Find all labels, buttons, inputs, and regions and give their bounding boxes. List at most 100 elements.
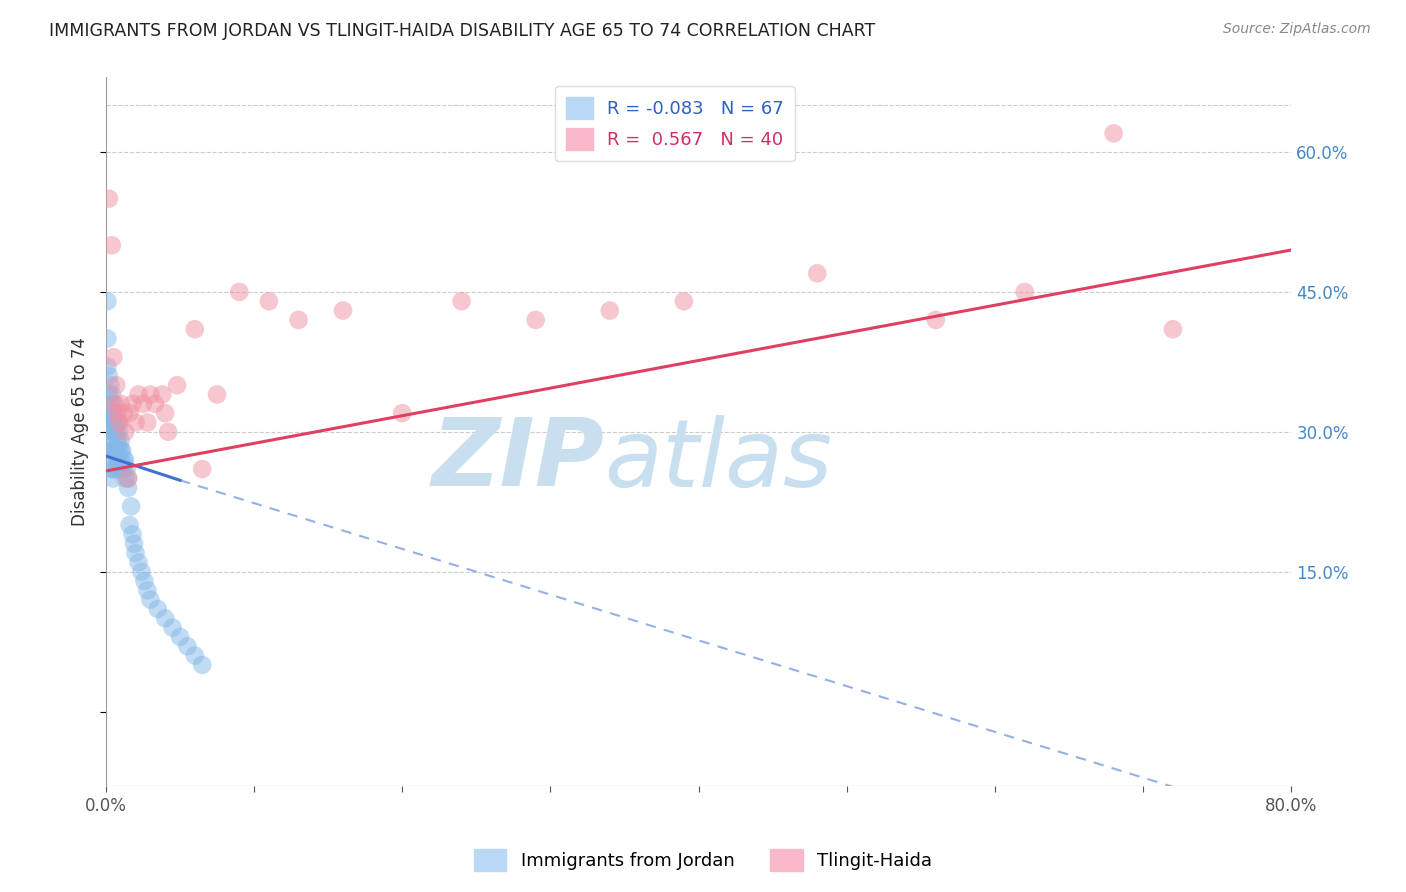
Point bbox=[98, 397, 121, 411]
Point bbox=[128, 387, 150, 401]
Point bbox=[391, 406, 413, 420]
Point bbox=[121, 397, 143, 411]
Point bbox=[105, 443, 128, 458]
Point bbox=[117, 481, 139, 495]
Point bbox=[136, 416, 159, 430]
Point bbox=[1014, 285, 1036, 299]
Point bbox=[101, 387, 124, 401]
Point bbox=[111, 462, 134, 476]
Point bbox=[257, 294, 280, 309]
Point bbox=[124, 416, 146, 430]
Point bbox=[191, 657, 214, 672]
Point bbox=[103, 462, 125, 476]
Point bbox=[104, 425, 127, 439]
Text: atlas: atlas bbox=[603, 415, 832, 506]
Point bbox=[806, 266, 828, 280]
Point bbox=[96, 294, 118, 309]
Point bbox=[107, 434, 129, 449]
Point bbox=[97, 368, 120, 383]
Point bbox=[104, 443, 127, 458]
Point bbox=[105, 462, 128, 476]
Point bbox=[97, 406, 120, 420]
Point bbox=[105, 378, 128, 392]
Point bbox=[107, 406, 129, 420]
Point bbox=[108, 416, 131, 430]
Point bbox=[146, 602, 169, 616]
Point bbox=[110, 434, 132, 449]
Point bbox=[105, 416, 128, 430]
Point bbox=[108, 443, 131, 458]
Point bbox=[136, 583, 159, 598]
Point bbox=[599, 303, 621, 318]
Text: Source: ZipAtlas.com: Source: ZipAtlas.com bbox=[1223, 22, 1371, 37]
Point bbox=[191, 462, 214, 476]
Point bbox=[103, 471, 125, 485]
Point bbox=[184, 322, 207, 336]
Point bbox=[184, 648, 207, 663]
Legend: R = -0.083   N = 67, R =  0.567   N = 40: R = -0.083 N = 67, R = 0.567 N = 40 bbox=[555, 87, 794, 161]
Point bbox=[143, 397, 166, 411]
Point bbox=[98, 434, 121, 449]
Point bbox=[107, 416, 129, 430]
Point bbox=[101, 238, 124, 252]
Point bbox=[97, 192, 120, 206]
Point bbox=[112, 462, 135, 476]
Point bbox=[332, 303, 354, 318]
Point bbox=[96, 359, 118, 374]
Point bbox=[112, 452, 135, 467]
Point bbox=[925, 313, 948, 327]
Point bbox=[176, 640, 198, 654]
Text: ZIP: ZIP bbox=[432, 414, 603, 506]
Point bbox=[103, 350, 125, 364]
Point bbox=[124, 546, 146, 560]
Point bbox=[103, 397, 125, 411]
Point bbox=[139, 387, 162, 401]
Point bbox=[118, 406, 141, 420]
Point bbox=[117, 471, 139, 485]
Point bbox=[101, 425, 124, 439]
Point bbox=[98, 443, 121, 458]
Point bbox=[450, 294, 472, 309]
Point bbox=[105, 425, 128, 439]
Point bbox=[672, 294, 695, 309]
Point bbox=[98, 416, 121, 430]
Point bbox=[157, 425, 180, 439]
Point bbox=[104, 397, 127, 411]
Point bbox=[108, 462, 131, 476]
Point bbox=[205, 387, 228, 401]
Point bbox=[287, 313, 309, 327]
Point bbox=[112, 406, 135, 420]
Point bbox=[120, 500, 142, 514]
Y-axis label: Disability Age 65 to 74: Disability Age 65 to 74 bbox=[72, 337, 89, 526]
Point bbox=[131, 565, 153, 579]
Point bbox=[110, 397, 132, 411]
Point bbox=[128, 555, 150, 569]
Point bbox=[150, 387, 173, 401]
Point bbox=[97, 425, 120, 439]
Point bbox=[166, 378, 188, 392]
Point bbox=[122, 537, 145, 551]
Point bbox=[169, 630, 191, 644]
Point bbox=[115, 462, 138, 476]
Point bbox=[103, 416, 125, 430]
Point bbox=[101, 406, 124, 420]
Point bbox=[97, 387, 120, 401]
Point bbox=[162, 621, 184, 635]
Point bbox=[96, 332, 118, 346]
Point bbox=[111, 443, 134, 458]
Text: IMMIGRANTS FROM JORDAN VS TLINGIT-HAIDA DISABILITY AGE 65 TO 74 CORRELATION CHAR: IMMIGRANTS FROM JORDAN VS TLINGIT-HAIDA … bbox=[49, 22, 876, 40]
Point bbox=[114, 471, 136, 485]
Point bbox=[1102, 127, 1125, 141]
Point bbox=[153, 406, 176, 420]
Point bbox=[104, 406, 127, 420]
Point bbox=[103, 425, 125, 439]
Point bbox=[107, 462, 129, 476]
Point bbox=[132, 397, 155, 411]
Point bbox=[134, 574, 156, 588]
Point bbox=[101, 462, 124, 476]
Point bbox=[98, 378, 121, 392]
Point bbox=[117, 471, 139, 485]
Point bbox=[153, 611, 176, 625]
Point bbox=[107, 452, 129, 467]
Point bbox=[228, 285, 250, 299]
